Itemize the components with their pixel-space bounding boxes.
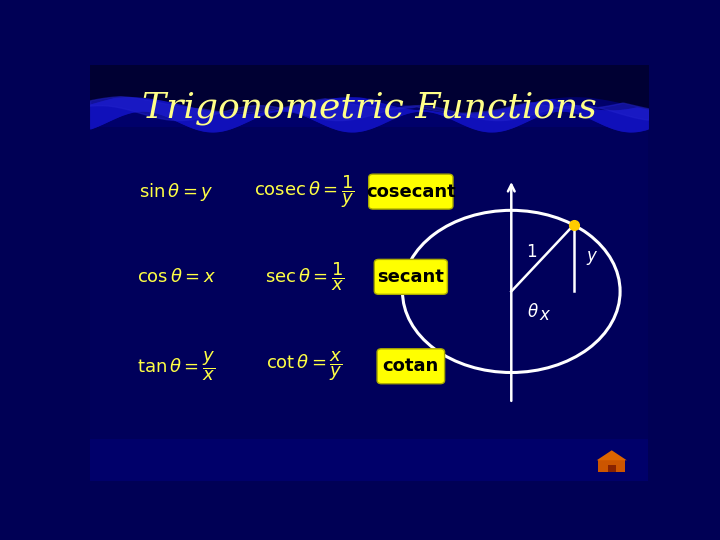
- FancyBboxPatch shape: [369, 174, 453, 209]
- FancyBboxPatch shape: [377, 349, 445, 384]
- FancyBboxPatch shape: [90, 65, 648, 481]
- FancyBboxPatch shape: [374, 259, 447, 294]
- Bar: [598, 460, 625, 472]
- Text: $\cos\theta = x$: $\cos\theta = x$: [137, 268, 216, 286]
- Text: $y$: $y$: [586, 249, 598, 267]
- Text: secant: secant: [377, 268, 444, 286]
- Text: cosecant: cosecant: [366, 183, 456, 201]
- Polygon shape: [597, 450, 627, 460]
- Text: $\tan\theta = \dfrac{y}{x}$: $\tan\theta = \dfrac{y}{x}$: [138, 349, 216, 383]
- Bar: [608, 465, 616, 472]
- Text: $1$: $1$: [526, 245, 536, 261]
- FancyBboxPatch shape: [90, 127, 648, 439]
- Text: $\cot\theta = \dfrac{x}{y}$: $\cot\theta = \dfrac{x}{y}$: [266, 349, 343, 383]
- Text: $\mathrm{cosec}\,\theta = \dfrac{1}{y}$: $\mathrm{cosec}\,\theta = \dfrac{1}{y}$: [254, 173, 355, 210]
- Text: $\theta$: $\theta$: [527, 303, 539, 321]
- Text: $\sec\theta = \dfrac{1}{x}$: $\sec\theta = \dfrac{1}{x}$: [265, 260, 345, 293]
- Text: cotan: cotan: [383, 357, 439, 375]
- Text: $\sin\theta = y$: $\sin\theta = y$: [139, 180, 214, 202]
- Text: $x$: $x$: [539, 307, 552, 324]
- Text: Trigonometric Functions: Trigonometric Functions: [142, 91, 596, 125]
